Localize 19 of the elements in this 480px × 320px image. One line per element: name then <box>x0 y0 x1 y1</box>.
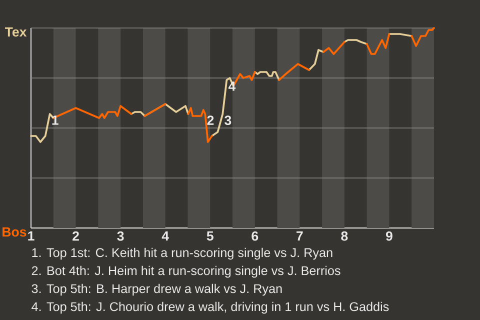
x-tick-label: 1 <box>28 231 34 241</box>
annotation: 4 <box>228 82 236 91</box>
x-tick-label: 7 <box>296 231 303 241</box>
text: 1. Top 1st: C. Keith hit a run-scoring single vs J. Ryan <box>32 248 332 260</box>
text: 2. Bot 4th: J. Heim hit a run-scoring single vs J. Berrios <box>32 266 340 278</box>
x-tick-label: 6 <box>252 231 258 241</box>
x-tick-label: 2 <box>72 231 79 241</box>
x-tick-label: 3 <box>117 231 124 241</box>
x-tick-label: 5 <box>206 231 214 241</box>
annotation: 2 <box>207 116 214 125</box>
x-tick-label: 8 <box>341 231 348 241</box>
annotation: 3 <box>224 116 232 126</box>
x-tick-label: 9 <box>386 231 392 241</box>
text: Tex <box>4 27 27 37</box>
text: 3. Top 5th: B. Harper drew a walk vs J. Ryan <box>32 284 282 296</box>
annotation: 1 <box>52 116 58 125</box>
text: Bos <box>2 227 26 237</box>
x-tick-label: 4 <box>162 231 169 241</box>
text: 4. Top 5th: J. Chourio drew a walk, driving in 1 run vs H. Gaddis <box>32 302 389 314</box>
